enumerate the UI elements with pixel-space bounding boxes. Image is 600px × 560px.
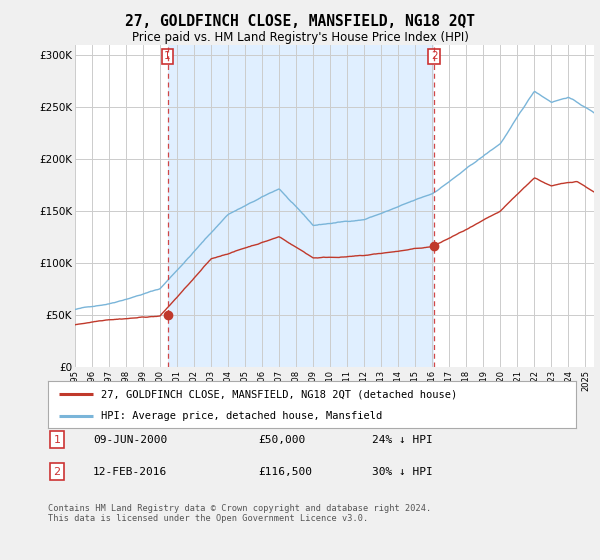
Text: 1: 1 [53, 435, 61, 445]
Text: 09-JUN-2000: 09-JUN-2000 [93, 435, 167, 445]
Text: 27, GOLDFINCH CLOSE, MANSFIELD, NG18 2QT (detached house): 27, GOLDFINCH CLOSE, MANSFIELD, NG18 2QT… [101, 389, 457, 399]
Text: 12-FEB-2016: 12-FEB-2016 [93, 466, 167, 477]
Text: Price paid vs. HM Land Registry's House Price Index (HPI): Price paid vs. HM Land Registry's House … [131, 31, 469, 44]
Bar [167, 45, 434, 367]
Text: 30% ↓ HPI: 30% ↓ HPI [372, 466, 433, 477]
Text: HPI: Average price, detached house, Mansfield: HPI: Average price, detached house, Mans… [101, 411, 382, 421]
Text: 2: 2 [53, 466, 61, 477]
Text: 24% ↓ HPI: 24% ↓ HPI [372, 435, 433, 445]
Text: 1: 1 [164, 52, 171, 61]
Text: 27, GOLDFINCH CLOSE, MANSFIELD, NG18 2QT: 27, GOLDFINCH CLOSE, MANSFIELD, NG18 2QT [125, 14, 475, 29]
Text: Contains HM Land Registry data © Crown copyright and database right 2024.
This d: Contains HM Land Registry data © Crown c… [48, 504, 431, 524]
Text: £116,500: £116,500 [258, 466, 312, 477]
Text: 2: 2 [431, 52, 437, 61]
Text: £50,000: £50,000 [258, 435, 305, 445]
